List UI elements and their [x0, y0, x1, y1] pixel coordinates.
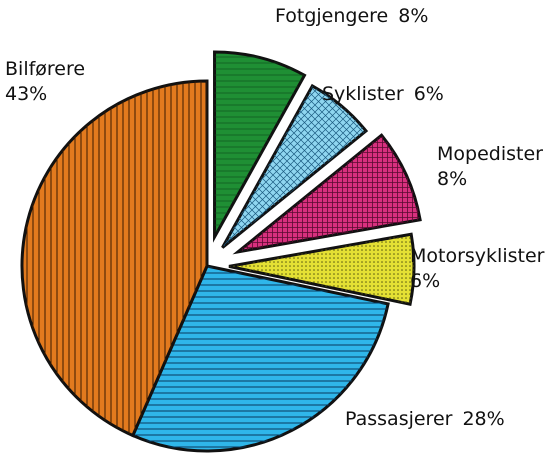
- slice-hatch: [132, 266, 389, 452]
- slice-value-label: 8%: [437, 168, 467, 190]
- slice-label: Passasjerer: [345, 408, 453, 430]
- slice-hatch: [222, 85, 367, 248]
- slice-label: Syklister: [322, 83, 404, 105]
- slice-label-group: Fotgjengere 8%: [275, 5, 428, 27]
- slice-value-label: 8%: [398, 5, 428, 27]
- slice-hatch: [21, 81, 207, 436]
- slice-value-label: 6%: [414, 83, 444, 105]
- slice-label: Motorsyklister: [410, 245, 545, 267]
- slice-label-group: Syklister 6%: [322, 83, 444, 105]
- slice-label-group: Passasjerer 28%: [345, 408, 505, 430]
- slice-label: Bilførere: [5, 58, 85, 80]
- slice-hatch: [214, 51, 305, 237]
- slice-label: Fotgjengere: [275, 5, 388, 27]
- slice-label: Mopedister: [437, 143, 543, 165]
- slice-hatch: [228, 234, 414, 305]
- slice-value-label: 6%: [410, 270, 440, 292]
- slice-value-label: 43%: [5, 83, 47, 105]
- slice-value-label: 28%: [462, 408, 504, 430]
- slice-hatch: [237, 135, 421, 252]
